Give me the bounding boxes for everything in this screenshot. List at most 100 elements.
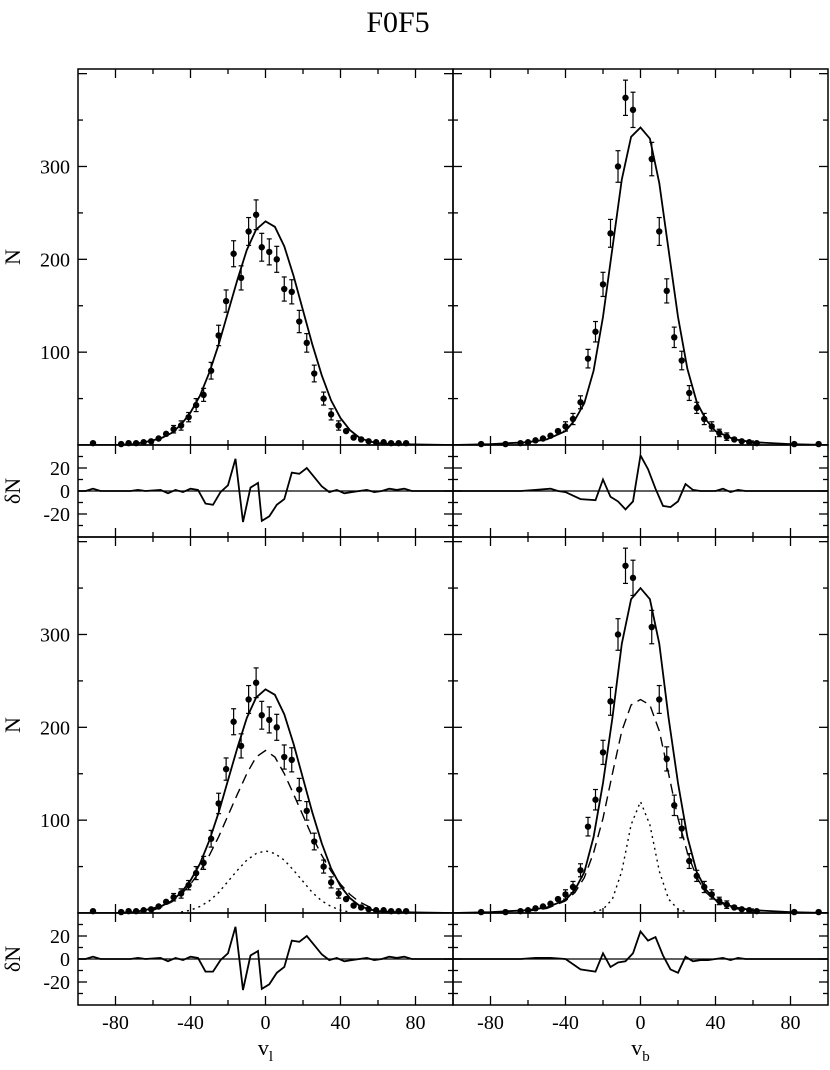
- data-point: [185, 881, 192, 889]
- figure-title: F0F5: [366, 6, 429, 39]
- data-point: [554, 895, 562, 903]
- y-axis-label: δN: [0, 478, 25, 504]
- x-axis-label: vl: [258, 1035, 273, 1065]
- data-point: [656, 696, 663, 703]
- data-point: [562, 423, 569, 430]
- x-tick-label: 80: [406, 1012, 426, 1034]
- data-point: [663, 287, 670, 295]
- data-point: [288, 288, 295, 296]
- data-point: [230, 718, 237, 725]
- data-point: [365, 906, 372, 913]
- data-point: [380, 439, 387, 446]
- data-point: [614, 631, 622, 638]
- data-point: [648, 155, 655, 163]
- series-line-solid: [78, 458, 453, 523]
- panel-bottom-left-residual: [78, 913, 453, 1005]
- x-tick-label: 0: [261, 1012, 271, 1034]
- data-point: [791, 908, 798, 916]
- y-tick-label: 20: [50, 458, 70, 480]
- data-point: [753, 907, 760, 915]
- data-point: [592, 796, 599, 803]
- panel-bottom-right: [453, 537, 828, 916]
- data-point: [230, 250, 237, 257]
- data-point: [622, 94, 629, 101]
- x-tick-label: -80: [477, 1012, 504, 1034]
- data-point: [656, 228, 663, 235]
- data-point: [731, 904, 738, 911]
- data-point: [524, 907, 532, 914]
- data-point: [177, 422, 185, 429]
- y-tick-label: 300: [40, 156, 70, 178]
- data-point: [335, 422, 342, 429]
- data-point: [629, 574, 637, 582]
- series-line-solid: [453, 126, 828, 445]
- series-line-dotted: [593, 799, 688, 913]
- data-point: [502, 908, 509, 916]
- data-point: [671, 334, 678, 341]
- data-point: [746, 907, 753, 914]
- data-point: [524, 439, 532, 446]
- data-point: [365, 438, 372, 445]
- data-point: [753, 439, 760, 447]
- data-point: [746, 439, 753, 446]
- data-point: [170, 426, 177, 433]
- data-point: [532, 905, 539, 912]
- data-point: [357, 436, 365, 443]
- data-point: [162, 898, 170, 906]
- data-point: [723, 433, 730, 440]
- x-tick-label: 40: [706, 1012, 726, 1034]
- data-point: [237, 742, 245, 750]
- x-tick-label: 40: [331, 1012, 351, 1034]
- data-point: [693, 404, 700, 412]
- data-point: [502, 440, 509, 448]
- data-point: [716, 429, 723, 437]
- data-point: [731, 436, 738, 443]
- panel-top-left: [78, 69, 453, 448]
- data-point: [708, 423, 715, 430]
- data-point: [607, 698, 614, 705]
- data-point: [477, 908, 485, 916]
- data-point: [258, 712, 265, 719]
- data-point: [701, 415, 708, 423]
- y-tick-label: 100: [40, 342, 70, 364]
- y-tick-label: 300: [40, 624, 70, 646]
- data-point: [237, 274, 245, 282]
- data-point: [147, 906, 155, 913]
- series-line-solid: [78, 688, 453, 913]
- data-point: [311, 370, 318, 377]
- x-tick-label: 80: [781, 1012, 801, 1034]
- x-tick-label: 0: [636, 1012, 646, 1034]
- data-point: [281, 753, 288, 761]
- data-point: [395, 907, 402, 915]
- data-point: [622, 562, 629, 569]
- data-point: [584, 355, 592, 362]
- data-point: [252, 211, 260, 218]
- panel-frame: [452, 68, 829, 446]
- y-tick-label: 0: [60, 949, 70, 971]
- data-point: [350, 434, 357, 441]
- data-point: [372, 907, 380, 914]
- data-point: [155, 903, 162, 910]
- series-line-dotted: [180, 850, 351, 913]
- data-point: [350, 902, 357, 909]
- data-point: [577, 867, 584, 874]
- data-point: [387, 907, 395, 915]
- data-point: [185, 413, 192, 421]
- y-tick-label: 20: [50, 926, 70, 948]
- plot-layer: [78, 69, 828, 1005]
- data-point: [200, 859, 207, 867]
- data-point: [335, 890, 342, 897]
- data-point: [648, 623, 655, 631]
- data-point: [132, 439, 140, 447]
- series-line-solid: [78, 926, 453, 991]
- data-point: [89, 439, 97, 447]
- data-point: [738, 906, 745, 913]
- data-point: [327, 411, 335, 418]
- data-point: [320, 395, 327, 402]
- data-point: [562, 891, 569, 898]
- panel-frame: [77, 536, 454, 914]
- data-point: [215, 800, 222, 807]
- panel-bottom-right-residual: [453, 913, 828, 1005]
